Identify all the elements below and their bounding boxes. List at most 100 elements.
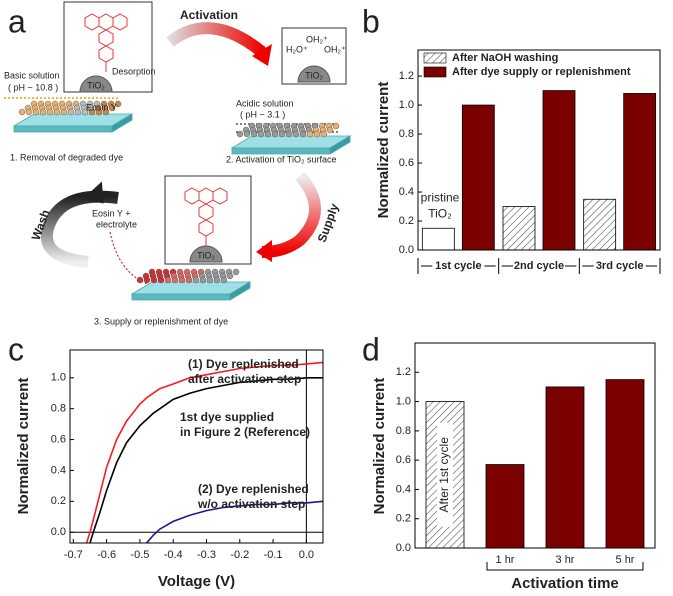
bar xyxy=(461,104,495,251)
particle xyxy=(271,130,279,138)
desorption: Desorption xyxy=(112,66,156,76)
y-tick-label: 0.8 xyxy=(396,425,411,437)
tio2-label: TiO₂ xyxy=(87,80,105,90)
panel-label: d xyxy=(362,331,380,367)
bar xyxy=(485,464,525,549)
series-label: (2) Dye replenished xyxy=(198,482,309,496)
panel-label: b xyxy=(362,3,380,39)
acidic-solution: Acidic solution xyxy=(236,98,294,108)
arrow-head xyxy=(82,181,104,204)
particle xyxy=(278,130,286,138)
molecule-box xyxy=(164,175,252,265)
activation: Activation xyxy=(180,8,238,22)
particle xyxy=(46,108,54,116)
particle xyxy=(171,276,179,284)
x-tick-label: -0.4 xyxy=(164,549,183,561)
surface-group: OH₂⁺ xyxy=(306,34,328,44)
particle xyxy=(157,276,165,284)
step-3: 3. Supply or replenishment of dye xyxy=(94,316,228,326)
y-tick-label: 1.0 xyxy=(399,99,414,111)
particle xyxy=(213,276,221,284)
tio2-particle xyxy=(297,65,331,83)
y-axis-label: Normalized current xyxy=(375,82,392,219)
x-tick-label: 0.0 xyxy=(299,549,314,561)
particle xyxy=(32,108,40,116)
particle xyxy=(81,108,89,116)
y-axis-label: Normalized current xyxy=(371,378,388,515)
arrow-head xyxy=(256,240,272,262)
y-tick-label: 0.2 xyxy=(51,495,66,507)
particle xyxy=(108,104,116,112)
series-label: in Figure 2 (Reference) xyxy=(180,425,310,439)
particle xyxy=(178,276,186,284)
bar xyxy=(605,379,645,549)
y-tick-label: 1.2 xyxy=(396,366,411,378)
step-1: 1. Removal of degraded dye xyxy=(10,152,123,162)
y-tick-label: 0.8 xyxy=(399,128,414,140)
particle xyxy=(299,130,307,138)
y-tick-label: 0.2 xyxy=(399,215,414,227)
x-tick-label: -0.1 xyxy=(264,549,283,561)
surface-group: H₂O⁺ xyxy=(286,44,308,54)
x-tick-label: -0.2 xyxy=(230,549,249,561)
series-label: (1) Dye replenished xyxy=(188,357,299,371)
x-tick-label: -0.6 xyxy=(97,549,116,561)
plot-frame xyxy=(69,349,324,544)
particle xyxy=(257,130,265,138)
x-tick-label: 1st cycle xyxy=(435,260,481,272)
y-tick-label: 0.6 xyxy=(51,433,66,445)
diagram: TiO₂ Desorption Activation H₂O⁺ OH₂⁺ OH₂… xyxy=(4,1,351,326)
y-tick-label: 0.0 xyxy=(399,244,414,256)
eosin-electrolyte: Eosin Y + xyxy=(92,208,130,218)
particle xyxy=(39,108,47,116)
plot-frame xyxy=(414,342,656,549)
particle xyxy=(220,276,228,284)
substrate xyxy=(13,113,133,133)
basic-solution: Basic solution xyxy=(4,70,60,80)
particle xyxy=(95,108,103,116)
particle xyxy=(60,108,68,116)
particle xyxy=(143,276,151,284)
particle xyxy=(332,122,340,130)
y-tick-label: 1.0 xyxy=(51,372,66,384)
tio2-particle xyxy=(189,245,223,263)
annotation: pristine xyxy=(421,190,460,204)
y-tick-label: 0.6 xyxy=(396,454,411,466)
particle xyxy=(306,130,314,138)
particle xyxy=(185,276,193,284)
y-tick-label: 0.8 xyxy=(51,403,66,415)
x-tick-label: 1 hr xyxy=(496,554,515,566)
arrow-head xyxy=(252,44,272,66)
x-tick-label: -0.7 xyxy=(64,549,83,561)
particle xyxy=(285,130,293,138)
y-tick-label: 1.0 xyxy=(396,395,411,407)
line-series xyxy=(85,361,324,544)
step-2: 2. Activation of TiO₂ surface xyxy=(226,154,337,164)
y-tick-label: 0.4 xyxy=(51,464,66,476)
substrate xyxy=(131,281,251,301)
particle xyxy=(232,268,240,276)
particle xyxy=(313,130,321,138)
particles xyxy=(236,122,340,138)
eosin: Eosin Y xyxy=(86,102,117,112)
series-label: 1st dye supplied xyxy=(180,410,274,424)
bracket xyxy=(486,562,644,571)
y-tick-label: 0.0 xyxy=(396,542,411,554)
particle xyxy=(88,108,96,116)
series-label: w/o activation step xyxy=(197,497,305,511)
line-series xyxy=(145,500,324,544)
legend-swatch xyxy=(423,52,447,64)
particle xyxy=(150,276,158,284)
particle xyxy=(102,108,110,116)
y-tick-label: 0.4 xyxy=(396,483,411,495)
panel-label: c xyxy=(8,331,24,367)
particle xyxy=(67,108,75,116)
legend-label: After dye supply or replenishment xyxy=(452,66,631,78)
particle xyxy=(250,130,258,138)
acidic-ph: ( pH ~ 3.1 ) xyxy=(240,109,285,119)
panel-label: a xyxy=(8,3,26,39)
substrate xyxy=(231,135,351,155)
x-axis-label: Voltage (V) xyxy=(158,573,235,590)
y-tick-label: 0.4 xyxy=(399,186,414,198)
